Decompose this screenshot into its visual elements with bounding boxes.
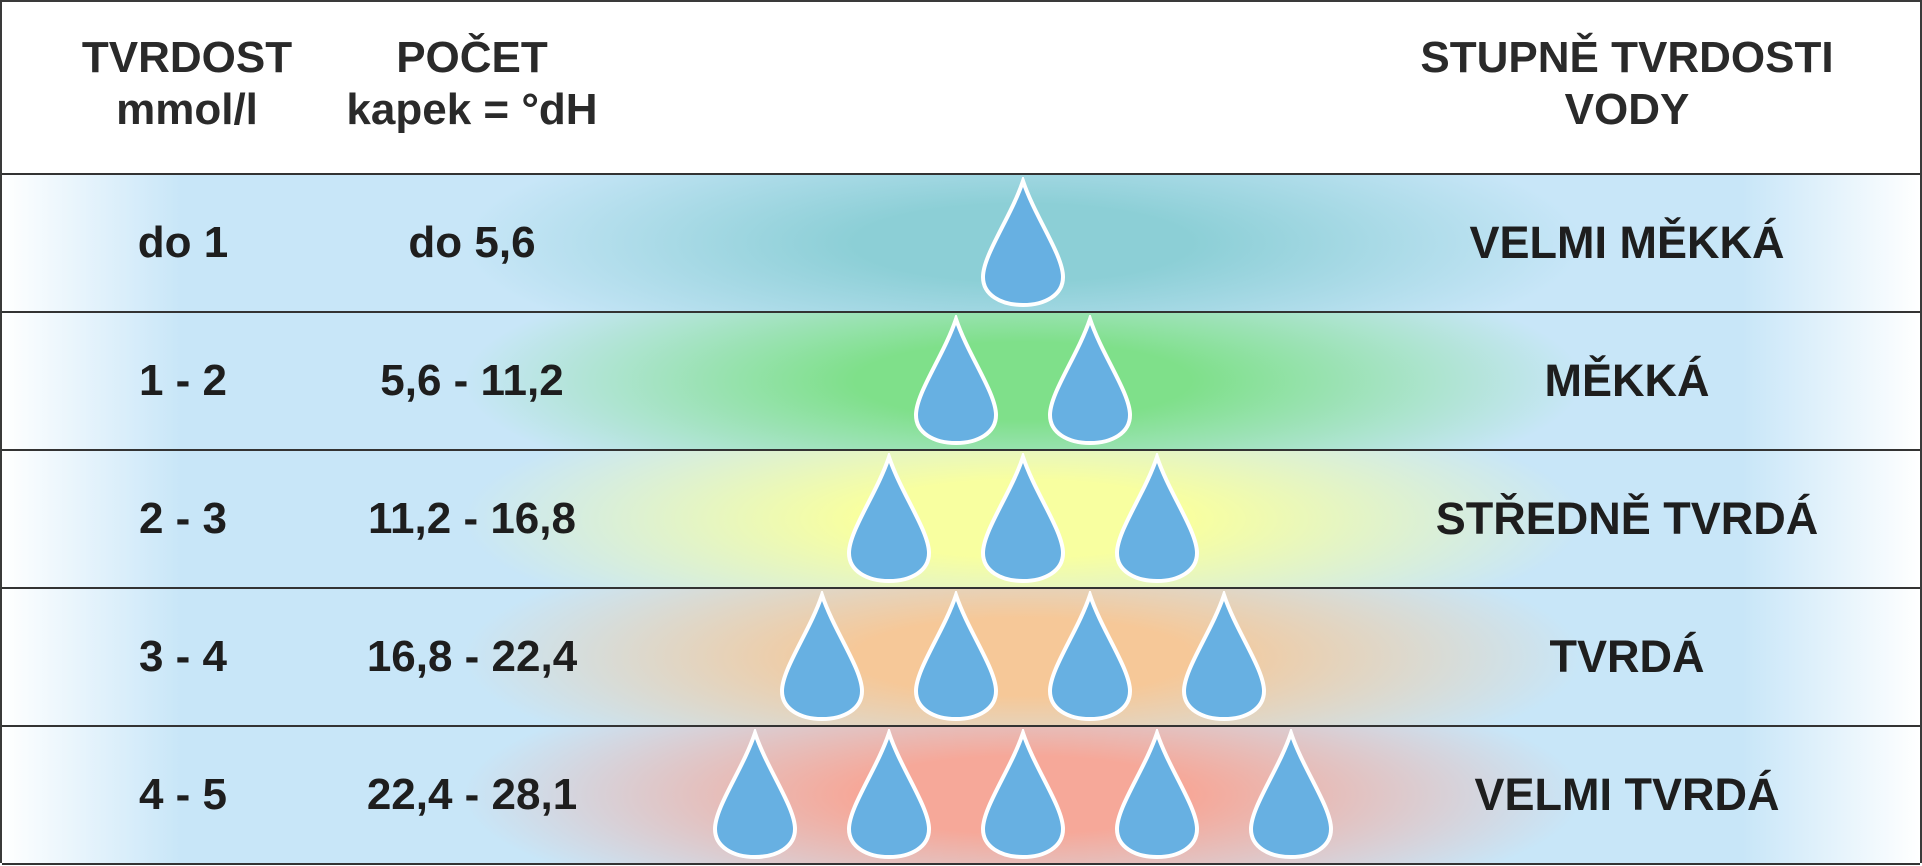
water-drop-icon (1044, 312, 1136, 447)
header-grade-subtitle: VODY (1564, 85, 1690, 134)
water-drop-icon (843, 726, 935, 861)
table-header: TVRDOST mmol/l POČET kapek = °dH STUPNĚ … (2, 2, 1920, 175)
table-row: do 1 do 5,6 VELMI MĚKKÁ (2, 174, 1920, 313)
water-drop-icon (1178, 588, 1270, 723)
water-drop-icon (977, 450, 1069, 585)
water-drop-icon (1111, 726, 1203, 861)
hardness-mmol: 3 - 4 (138, 632, 228, 681)
header-grade: STUPNĚ TVRDOSTI VODY (1377, 32, 1877, 136)
table-row: 4 - 5 22,4 - 28,1 VELMI TVRDÁ (2, 726, 1920, 865)
drops-dh: 22,4 - 28,1 (366, 770, 578, 819)
header-hardness-title: TVRDOST (81, 33, 293, 82)
hardness-grade: VELMI TVRDÁ (1474, 769, 1780, 820)
hardness-mmol: 4 - 5 (138, 770, 228, 819)
header-drops-title: POČET (396, 33, 548, 82)
water-drop-icon (843, 450, 935, 585)
water-drop-icon (977, 726, 1069, 861)
table-row: 3 - 4 16,8 - 22,4 TVRDÁ (2, 588, 1920, 727)
header-drops-unit: kapek = °dH (346, 85, 598, 134)
drops-dh: 5,6 - 11,2 (380, 356, 564, 405)
row-color-glow (2, 175, 1920, 311)
hardness-grade: TVRDÁ (1549, 631, 1705, 682)
drops-dh: do 5,6 (408, 218, 536, 267)
row-color-glow (2, 727, 1920, 863)
hardness-mmol: 1 - 2 (138, 356, 228, 405)
water-drop-icon (977, 174, 1069, 309)
water-drop-icon (709, 726, 801, 861)
header-grade-title: STUPNĚ TVRDOSTI (1420, 33, 1834, 82)
water-drop-icon (1044, 588, 1136, 723)
drops-dh: 11,2 - 16,8 (368, 494, 576, 543)
header-hardness-unit: mmol/l (116, 85, 258, 134)
hardness-grade: MĚKKÁ (1544, 355, 1710, 406)
table-row: 1 - 2 5,6 - 11,2 MĚKKÁ (2, 312, 1920, 451)
hardness-grade: STŘEDNĚ TVRDÁ (1435, 493, 1819, 544)
table-row: 2 - 3 11,2 - 16,8 STŘEDNĚ TVRDÁ (2, 450, 1920, 589)
water-drop-icon (910, 312, 1002, 447)
water-drop-icon (1111, 450, 1203, 585)
header-drops: POČET kapek = °dH (322, 32, 622, 136)
water-drop-icon (776, 588, 868, 723)
hardness-grade: VELMI MĚKKÁ (1469, 217, 1785, 268)
header-hardness: TVRDOST mmol/l (62, 32, 312, 136)
water-drop-icon (1245, 726, 1337, 861)
drops-dh: 16,8 - 22,4 (366, 632, 578, 681)
hardness-mmol: do 1 (137, 218, 229, 267)
row-color-glow (2, 451, 1920, 587)
water-drop-icon (910, 588, 1002, 723)
hardness-mmol: 2 - 3 (138, 494, 228, 543)
